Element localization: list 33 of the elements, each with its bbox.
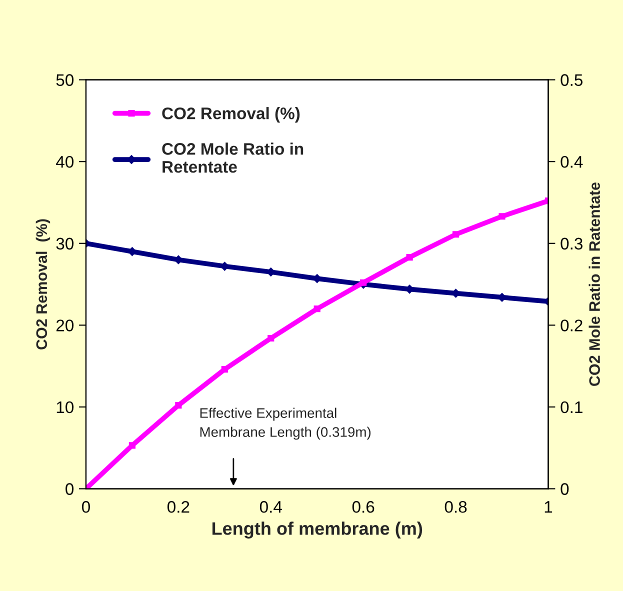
x-tick-label: 0.4 [260, 501, 282, 513]
x-tick-label: 0 [82, 501, 90, 513]
point [128, 442, 136, 449]
point [360, 279, 367, 286]
y-tick-label: 30 [56, 238, 74, 250]
point [221, 366, 228, 373]
x-tick-label: 0.6 [352, 501, 374, 513]
y-tick-label: 20 [56, 320, 74, 332]
point [314, 306, 320, 312]
y2-tick-label: 0.1 [560, 401, 582, 414]
y-tick-label: 0 [66, 483, 74, 495]
x-tick-label: 0.8 [444, 501, 467, 513]
y-tick-label: 50 [56, 74, 74, 86]
y2-tick-label: 0.4 [560, 156, 583, 168]
legend-label: CO2 Mole Ratio in Retentate [162, 142, 304, 173]
point [498, 213, 506, 220]
point [175, 402, 182, 409]
point [268, 334, 274, 342]
y-tick-label: 40 [56, 156, 74, 168]
y2-tick-label: 0.2 [560, 320, 582, 332]
x-tick-label: 1 [544, 501, 552, 513]
legend-label: CO2 Removal (%) [162, 107, 300, 123]
y2-tick-label: 0.5 [560, 74, 583, 86]
point [406, 254, 413, 261]
x-tick-label: 0.2 [167, 501, 190, 513]
y2-tick-label: 0.3 [560, 238, 582, 250]
y-axis-title: CO2 Removal (%) [36, 219, 50, 350]
x-axis-title: Length of membrane (m) [212, 522, 422, 539]
annotation: Effective Experimental Membrane Length (0.319m) [200, 408, 371, 440]
y-tick-label: 10 [56, 401, 74, 414]
y2-axis-title: CO2 Mole Ratio in Ratentate [588, 182, 600, 386]
y2-tick-label: 0 [560, 483, 569, 495]
point [452, 231, 460, 238]
